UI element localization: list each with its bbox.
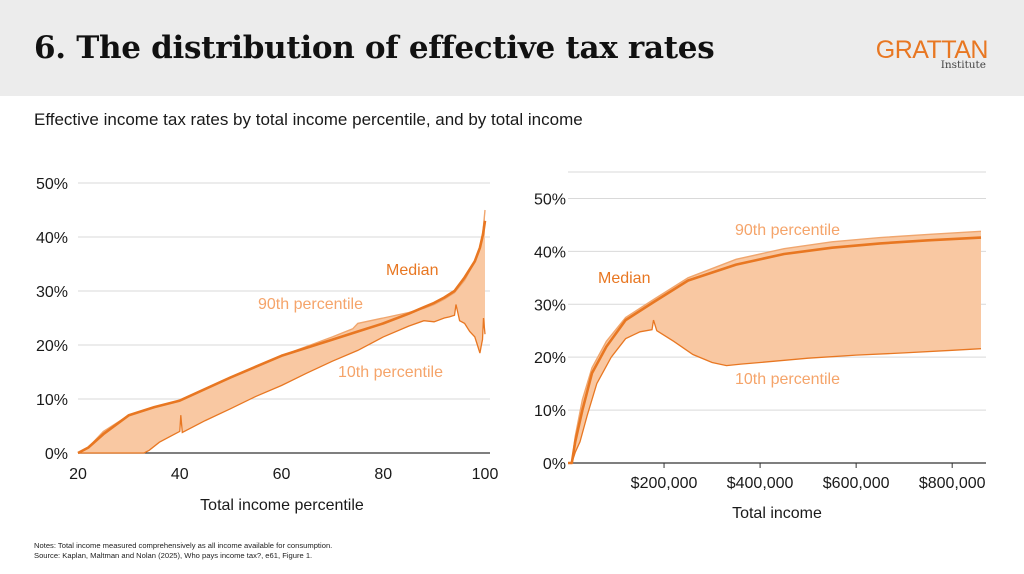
y-tick-label: 30%	[36, 284, 68, 301]
x-tick-label: 100	[472, 466, 499, 483]
income-x-ticks: $200,000 $400,000 $600,000 $800,000	[631, 463, 986, 492]
chart-subtitle: Effective income tax rates by total inco…	[34, 110, 583, 129]
y-tick-label: 40%	[36, 230, 68, 247]
y-tick-label: 10%	[534, 403, 566, 420]
percentile-gridlines	[78, 182, 490, 454]
income-p10-line	[568, 319, 982, 464]
y-tick-label: 30%	[534, 297, 566, 314]
y-tick-label: 50%	[36, 176, 68, 193]
percentile-y-ticks: 0% 10% 20% 30% 40% 50%	[36, 176, 68, 463]
percentile-p90-label: 90th percentile	[258, 296, 363, 313]
percentile-p10-label: 10th percentile	[338, 364, 443, 381]
x-tick-label: 80	[374, 466, 392, 483]
percentile-p10-line	[78, 304, 486, 454]
logo-subtext: Institute	[940, 59, 986, 71]
income-chart: 0% 10% 20% 30% 40% 50% $200,000 $400,000 $600,0…	[534, 171, 986, 522]
percentile-median-line	[77, 220, 487, 455]
y-tick-label: 50%	[534, 191, 566, 208]
income-p90-line	[568, 230, 982, 464]
percentile-median-label: Median	[386, 262, 438, 279]
page-title: 6. The distribution of effective tax rat…	[34, 30, 715, 66]
notes-block: Notes: Total income measured comprehensi…	[34, 541, 332, 560]
x-tick-label: $200,000	[631, 475, 698, 492]
income-p10-label: 10th percentile	[735, 371, 840, 388]
income-x-axis-title: Total income	[732, 505, 822, 522]
percentile-x-ticks: 20 40 60 80 100	[69, 466, 498, 483]
x-tick-label: 60	[273, 466, 291, 483]
x-tick-label: $800,000	[919, 475, 986, 492]
y-tick-label: 0%	[45, 446, 68, 463]
grattan-logo: GRATTAN Institute	[862, 36, 989, 76]
x-tick-label: $400,000	[727, 475, 794, 492]
y-tick-label: 0%	[543, 456, 566, 473]
percentile-x-axis-title: Total income percentile	[200, 497, 364, 514]
x-tick-label: $600,000	[823, 475, 890, 492]
income-y-ticks: 0% 10% 20% 30% 40% 50%	[534, 191, 566, 473]
source-line: Source: Kaplan, Maltman and Nolan (2025)…	[34, 550, 313, 560]
income-median-line	[568, 236, 982, 465]
percentile-p10-p90-band	[78, 210, 485, 453]
income-p10-p90-band	[568, 231, 981, 463]
percentile-chart: 0% 10% 20% 30% 40% 50% 20 40 60 80 100 Total inco…	[36, 176, 498, 514]
x-tick-label: 20	[69, 466, 87, 483]
y-tick-label: 20%	[36, 338, 68, 355]
logo-wordmark: GRATTAN	[875, 36, 989, 64]
y-tick-label: 40%	[534, 244, 566, 261]
income-median-label: Median	[598, 270, 650, 287]
notes-line: Notes: Total income measured comprehensi…	[34, 541, 333, 550]
income-p90-label: 90th percentile	[735, 222, 840, 239]
y-tick-label: 10%	[36, 392, 68, 409]
y-tick-label: 20%	[534, 350, 566, 367]
header-band: 6. The distribution of effective tax rat…	[0, 0, 1024, 96]
x-tick-label: 40	[171, 466, 189, 483]
